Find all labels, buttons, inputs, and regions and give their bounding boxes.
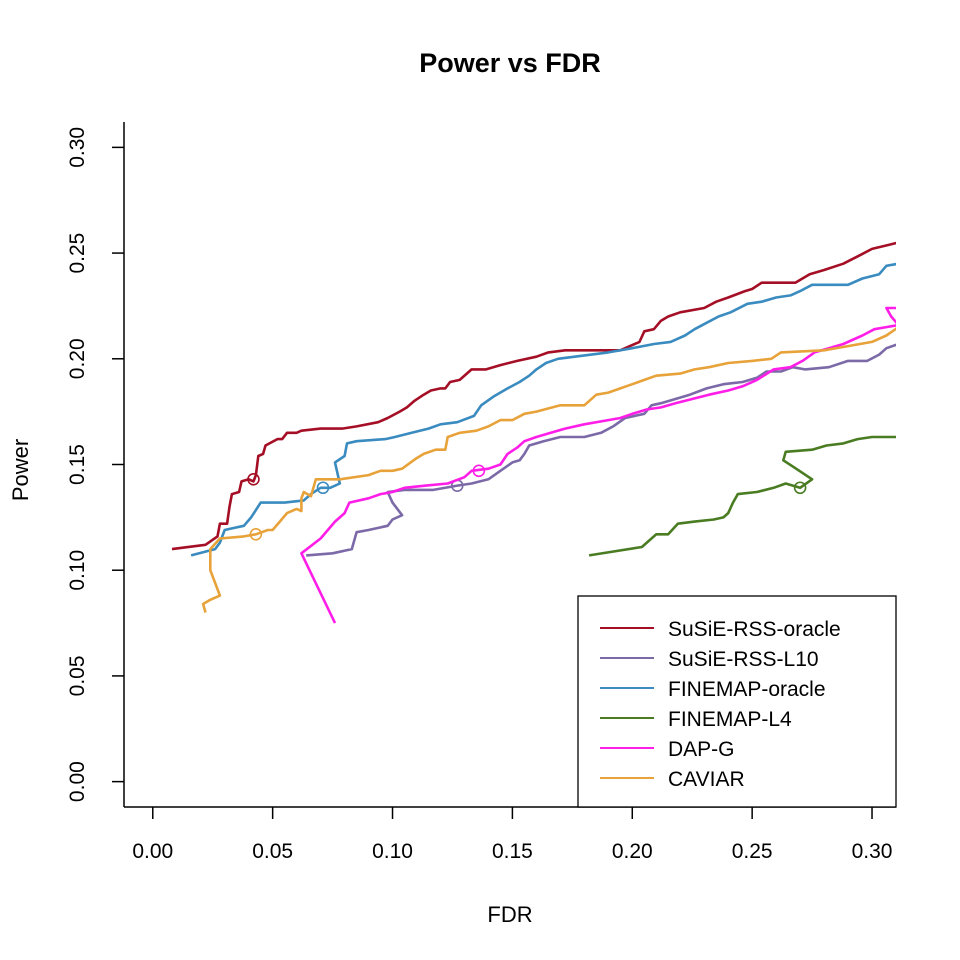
y-tick-label: 0.05 — [66, 655, 89, 696]
series-marker-3 — [316, 481, 330, 495]
legend-box — [577, 595, 897, 808]
legend: SuSiE-RSS-oracle SuSiE-RSS-L10 FINEMAP-ora… — [577, 595, 897, 808]
series-marker-6 — [249, 527, 263, 541]
y-tick-label: 0.20 — [66, 338, 89, 379]
chart-title: Power vs FDR — [419, 48, 601, 78]
legend-label: FINEMAP-L4 — [668, 708, 792, 731]
x-tick-label: 0.10 — [372, 840, 413, 863]
series-line-1 — [171, 241, 896, 551]
series-line-3 — [190, 262, 896, 557]
x-tick-label: 0.00 — [132, 840, 173, 863]
x-axis-label: FDR — [487, 902, 532, 927]
series-line-5 — [300, 306, 896, 624]
legend-label: CAVIAR — [668, 768, 745, 791]
legend-label: SuSiE-RSS-oracle — [668, 618, 841, 641]
y-tick-label: 0.30 — [66, 127, 89, 168]
x-tick-label: 0.05 — [252, 840, 293, 863]
legend-label: FINEMAP-oracle — [668, 678, 826, 701]
y-tick-label: 0.00 — [66, 761, 89, 802]
y-axis-label: Power — [8, 439, 33, 501]
series-marker-1 — [247, 472, 260, 486]
legend-entries: SuSiE-RSS-oracle SuSiE-RSS-L10 FINEMAP-ora… — [600, 618, 841, 791]
x-tick-label: 0.15 — [492, 840, 533, 863]
x-tick-label: 0.25 — [732, 840, 773, 863]
x-axis-ticks: 0.00 0.05 0.10 0.15 0.20 0.25 0.30 — [132, 807, 892, 863]
y-axis-ticks: 0.00 0.05 0.10 0.15 0.20 0.25 0.30 — [66, 127, 124, 802]
y-tick-label: 0.25 — [66, 233, 89, 274]
series-layer — [171, 241, 896, 624]
y-tick-label: 0.15 — [66, 444, 89, 485]
series-marker-5 — [472, 464, 486, 478]
series-marker-4 — [793, 481, 807, 495]
x-tick-label: 0.30 — [852, 840, 893, 863]
x-tick-label: 0.20 — [612, 840, 653, 863]
series-line-4 — [588, 435, 896, 557]
y-tick-label: 0.10 — [66, 550, 89, 591]
series-line-6 — [201, 327, 896, 613]
legend-label: SuSiE-RSS-L10 — [668, 648, 819, 671]
legend-label: DAP-G — [668, 738, 735, 761]
